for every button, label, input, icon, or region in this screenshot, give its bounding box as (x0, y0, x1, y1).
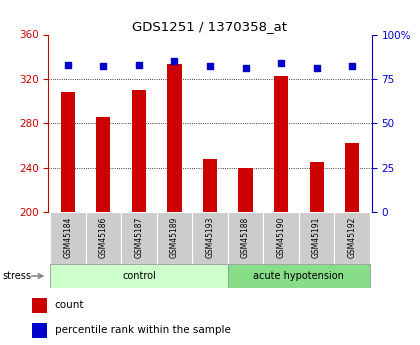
Point (207, 64, 213, 69)
Bar (310, 162, 324, 212)
Title: GDS1251 / 1370358_at: GDS1251 / 1370358_at (132, 20, 288, 33)
Point (100, 64, 107, 69)
Bar (334, 212, 370, 264)
Text: GSM45186: GSM45186 (99, 216, 108, 258)
Bar (263, 212, 299, 264)
Bar (50, 264, 228, 288)
Point (65, 62, 71, 68)
Bar (167, 65, 181, 212)
Point (313, 66, 320, 71)
Bar (239, 168, 253, 212)
Bar (61, 92, 75, 212)
Text: GSM45193: GSM45193 (205, 216, 215, 258)
Bar (274, 76, 288, 212)
Bar (86, 212, 121, 264)
Text: acute hypotension: acute hypotension (253, 271, 344, 281)
Text: GSM45187: GSM45187 (134, 216, 143, 258)
Bar (132, 90, 146, 212)
Text: GSM45190: GSM45190 (277, 216, 286, 258)
Bar (96, 117, 110, 212)
Text: stress: stress (2, 271, 31, 281)
Bar (121, 212, 157, 264)
Text: control: control (122, 271, 156, 281)
Bar (203, 159, 217, 212)
Text: GSM45192: GSM45192 (348, 216, 357, 258)
Text: GSM45184: GSM45184 (63, 216, 72, 258)
Text: count: count (55, 300, 84, 310)
Text: GSM45189: GSM45189 (170, 216, 179, 258)
Point (242, 66, 249, 71)
Text: percentile rank within the sample: percentile rank within the sample (55, 325, 231, 335)
Bar (299, 212, 334, 264)
Text: GSM45188: GSM45188 (241, 216, 250, 258)
Bar (228, 212, 263, 264)
Point (136, 62, 142, 68)
Bar (228, 264, 370, 288)
Bar (50, 212, 86, 264)
Bar (32, 323, 47, 337)
Bar (157, 212, 192, 264)
Point (349, 64, 355, 69)
Bar (32, 297, 47, 313)
Bar (192, 212, 228, 264)
Point (171, 58, 178, 64)
Point (278, 60, 284, 66)
Bar (345, 143, 359, 212)
Text: GSM45191: GSM45191 (312, 216, 321, 258)
